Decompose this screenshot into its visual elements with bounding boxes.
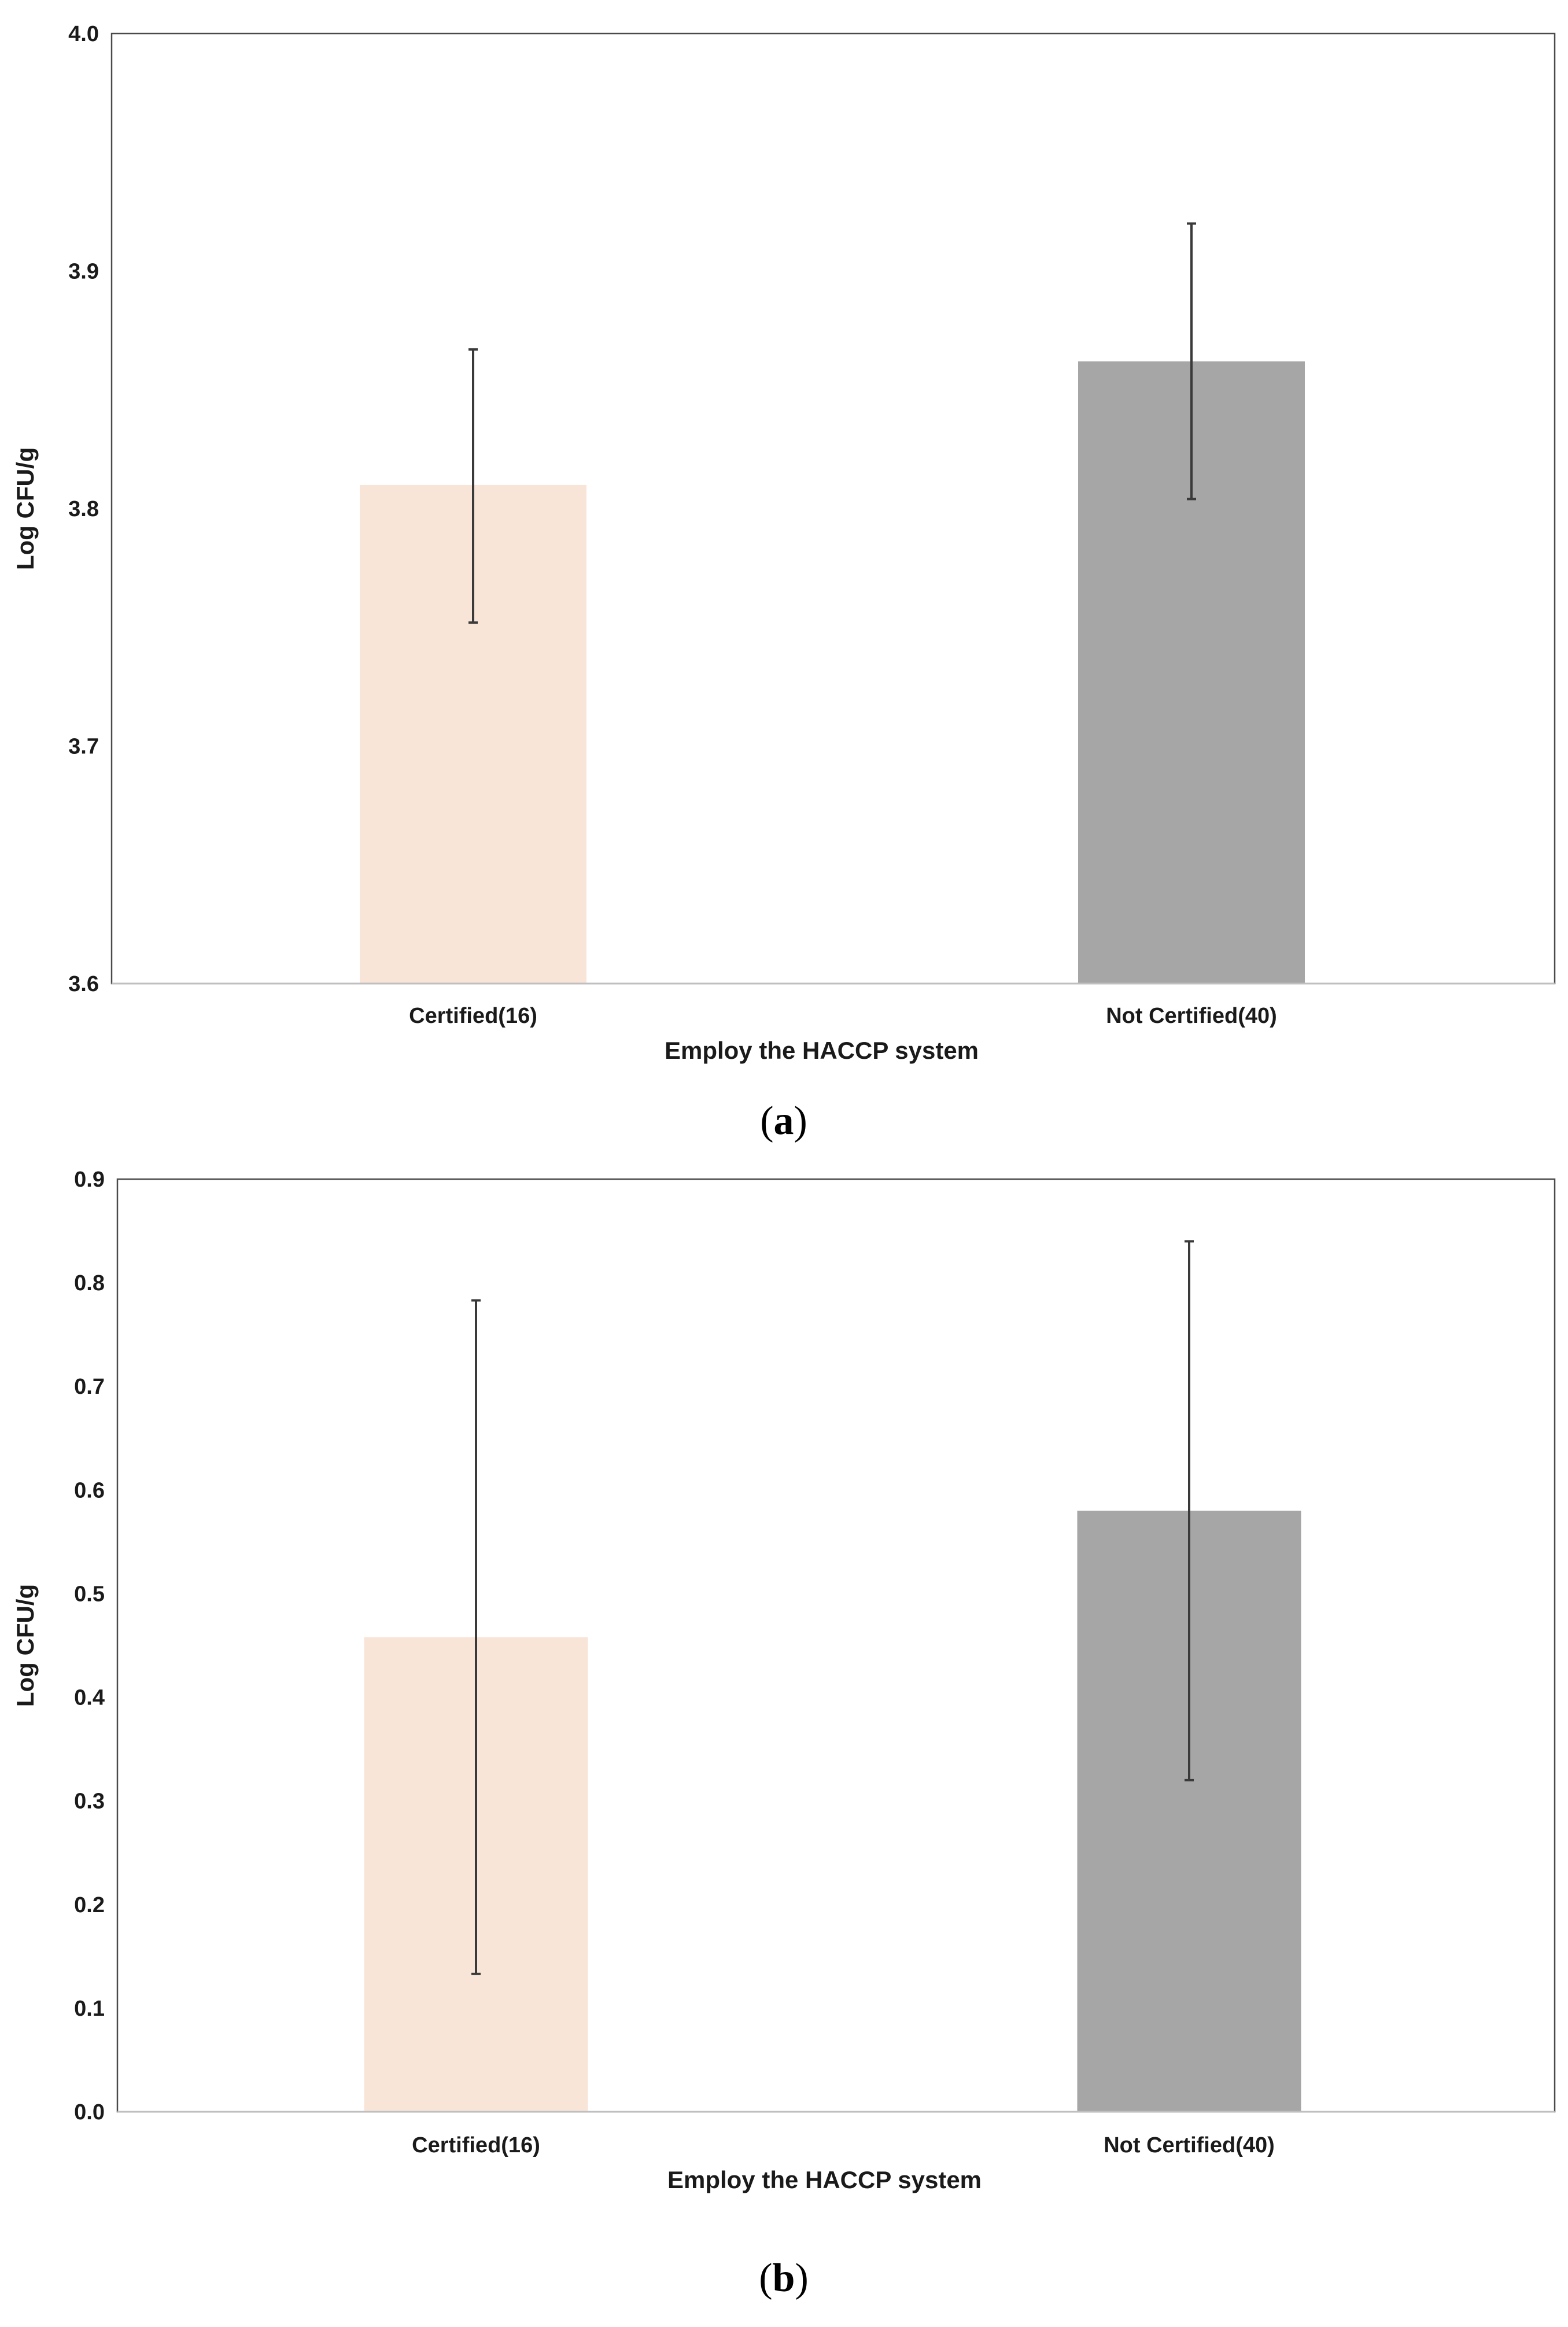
panel-caption-close: ) <box>795 2256 808 2300</box>
error-bar <box>1187 222 1196 500</box>
y-tick-label: 0.1 <box>74 1997 105 2021</box>
y-tick-label: 3.8 <box>68 497 99 521</box>
x-axis-title: Employ the HACCP system <box>667 2166 982 2193</box>
plot-area-frame <box>116 1178 1556 2113</box>
chart-panel-b: 0.0 0.1 0.2 0.3 0.4 0.5 0.6 0.7 0.8 0.9 Certified(… <box>12 1168 1556 2300</box>
y-axis-title: Log CFU/g <box>12 1584 39 1707</box>
error-bar <box>471 1299 481 1975</box>
x-tick-label: Not Certified(40) <box>1106 1004 1277 1028</box>
plot-area-frame <box>110 32 1556 985</box>
chart-panel-a: 3.6 3.7 3.8 3.9 4.0 Certified(16) Not Certifie… <box>12 22 1556 1143</box>
panel-caption: (a) <box>760 1099 807 1143</box>
y-tick-label: 3.6 <box>68 972 99 996</box>
x-tick-label: Certified(16) <box>409 1004 537 1028</box>
y-tick-label: 4.0 <box>68 22 99 46</box>
y-tick-label: 0.2 <box>74 1893 105 1917</box>
panel-caption-open: ( <box>759 2256 772 2300</box>
x-tick-label: Not Certified(40) <box>1104 2133 1275 2157</box>
y-tick-label: 0.8 <box>74 1271 105 1295</box>
y-tick-label: 0.0 <box>74 2100 105 2125</box>
y-tick-label: 0.5 <box>74 1582 105 1606</box>
y-tick-label: 0.6 <box>74 1478 105 1503</box>
y-tick-label: 3.9 <box>68 260 99 284</box>
y-tick-label: 3.7 <box>68 735 99 759</box>
panel-caption-close: ) <box>794 1099 807 1143</box>
y-tick-label: 0.3 <box>74 1790 105 1814</box>
panel-caption-open: ( <box>760 1099 773 1143</box>
y-axis-title: Log CFU/g <box>12 447 39 570</box>
y-tick-label: 0.9 <box>74 1168 105 1192</box>
y-tick-label: 0.7 <box>74 1375 105 1399</box>
x-tick-label: Certified(16) <box>412 2133 540 2157</box>
x-axis-title: Employ the HACCP system <box>665 1037 979 1064</box>
error-bar <box>1185 1240 1194 1781</box>
error-bar <box>468 348 478 624</box>
panel-caption-letter: a <box>774 1099 794 1143</box>
panel-caption-letter: b <box>773 2256 795 2300</box>
y-tick-label: 0.4 <box>74 1686 105 1710</box>
panel-caption: (b) <box>759 2256 809 2300</box>
